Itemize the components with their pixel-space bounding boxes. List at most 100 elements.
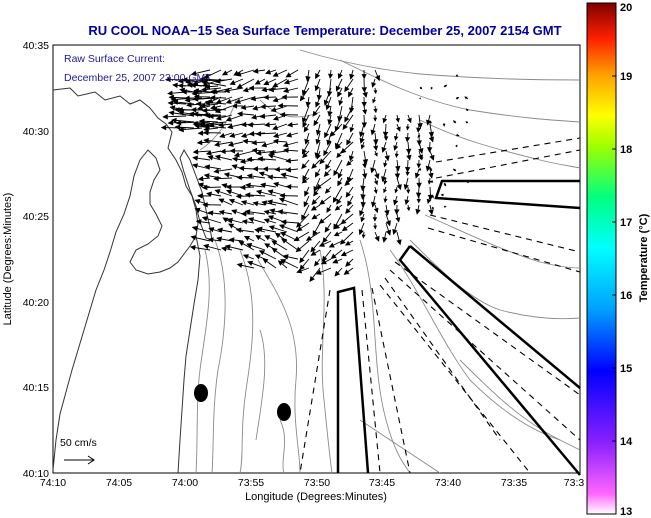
current-vector xyxy=(419,86,423,90)
current-vector xyxy=(359,204,365,217)
current-vector xyxy=(299,258,310,271)
current-vector xyxy=(285,69,299,78)
current-vector xyxy=(252,200,266,207)
current-vector xyxy=(407,114,412,124)
y-tick-label: 40:25 xyxy=(23,211,49,223)
current-vector xyxy=(344,78,354,93)
current-vector xyxy=(334,204,343,211)
current-vector xyxy=(256,226,277,233)
current-vector xyxy=(362,159,367,169)
current-vector xyxy=(252,68,266,74)
current-vector xyxy=(242,254,255,260)
current-vector xyxy=(427,177,432,185)
current-vector xyxy=(299,87,310,102)
current-vector xyxy=(263,218,277,224)
current-vector xyxy=(314,168,321,178)
current-vector xyxy=(336,195,343,205)
current-vector xyxy=(395,114,400,123)
current-vector xyxy=(416,177,422,189)
y-tick-label: 40:10 xyxy=(23,468,49,480)
current-vector xyxy=(244,192,266,198)
current-vector xyxy=(197,193,211,199)
colorbar-tick-label: 18 xyxy=(620,144,632,156)
current-vector xyxy=(238,241,255,251)
current-vector xyxy=(452,120,457,124)
current-vector xyxy=(301,177,310,184)
current-vector xyxy=(333,231,343,237)
current-vector xyxy=(282,141,299,148)
y-tick-label: 40:15 xyxy=(23,382,49,394)
current-vector xyxy=(428,121,433,124)
current-vector xyxy=(190,235,211,242)
current-vector xyxy=(405,168,410,177)
current-vector xyxy=(194,207,211,215)
current-vector xyxy=(247,121,266,128)
current-vector xyxy=(328,240,343,248)
current-vector xyxy=(428,132,434,143)
current-vector xyxy=(346,168,354,183)
current-vector xyxy=(281,94,299,100)
current-vector xyxy=(455,133,460,137)
current-vector xyxy=(418,167,422,172)
current-vector xyxy=(383,186,387,194)
current-vector xyxy=(405,123,410,131)
current-vector xyxy=(359,132,365,144)
current-vector xyxy=(301,141,310,155)
current-vector xyxy=(396,231,402,246)
colorbar-tick-label: 17 xyxy=(620,217,632,229)
current-vector xyxy=(195,219,211,225)
current-vector xyxy=(381,168,387,183)
current-vector xyxy=(263,94,277,101)
current-vector xyxy=(200,86,222,93)
current-vector xyxy=(277,209,299,215)
y-axis-ticks: 40:35 40:30 40:25 40:20 40:15 40:10 xyxy=(23,40,49,480)
current-vector xyxy=(360,195,367,208)
current-vector xyxy=(192,78,211,86)
current-vector xyxy=(240,200,255,206)
current-vector xyxy=(381,141,387,153)
current-vector xyxy=(349,69,355,80)
current-vector xyxy=(384,150,390,162)
current-vector xyxy=(310,249,321,256)
current-vector xyxy=(416,159,422,169)
x-tick-label: 73:55 xyxy=(238,477,264,489)
current-vector xyxy=(442,122,446,127)
current-vector xyxy=(396,177,402,191)
current-vector xyxy=(302,114,310,128)
current-vector xyxy=(217,122,233,128)
current-vector xyxy=(285,167,299,173)
current-vector xyxy=(207,96,222,104)
map-content: Raw Surface Current: December 25, 2007 2… xyxy=(52,49,581,476)
current-vector xyxy=(251,147,266,154)
current-vector xyxy=(174,124,195,130)
current-vector xyxy=(218,209,233,216)
current-vector xyxy=(318,240,332,247)
current-vector xyxy=(280,259,299,269)
current-vector xyxy=(360,213,366,223)
current-vector xyxy=(264,121,277,128)
colorbar-tick-label: 19 xyxy=(620,71,632,83)
current-vector xyxy=(231,209,244,215)
current-vector xyxy=(346,132,354,146)
current-vector xyxy=(235,227,255,233)
colorbar-ticks: 20 19 18 17 16 15 14 13 xyxy=(612,2,633,518)
x-tick-label: 73:35 xyxy=(501,477,527,489)
current-vector xyxy=(373,114,378,122)
current-vector xyxy=(393,141,399,151)
current-vector xyxy=(383,177,388,185)
current-vector xyxy=(362,105,368,115)
current-vector xyxy=(296,213,310,228)
current-vector xyxy=(370,195,377,208)
current-vector xyxy=(425,159,432,172)
current-vector xyxy=(415,204,421,215)
current-vector xyxy=(404,132,411,143)
current-vector xyxy=(272,69,288,77)
current-vector xyxy=(233,150,255,158)
scale-arrow xyxy=(64,455,95,465)
x-tick-label: 73:40 xyxy=(435,477,461,489)
current-vector xyxy=(394,186,399,194)
current-vector xyxy=(263,78,277,86)
current-vector xyxy=(383,132,389,142)
current-vector xyxy=(303,123,310,133)
current-vector xyxy=(281,238,299,251)
